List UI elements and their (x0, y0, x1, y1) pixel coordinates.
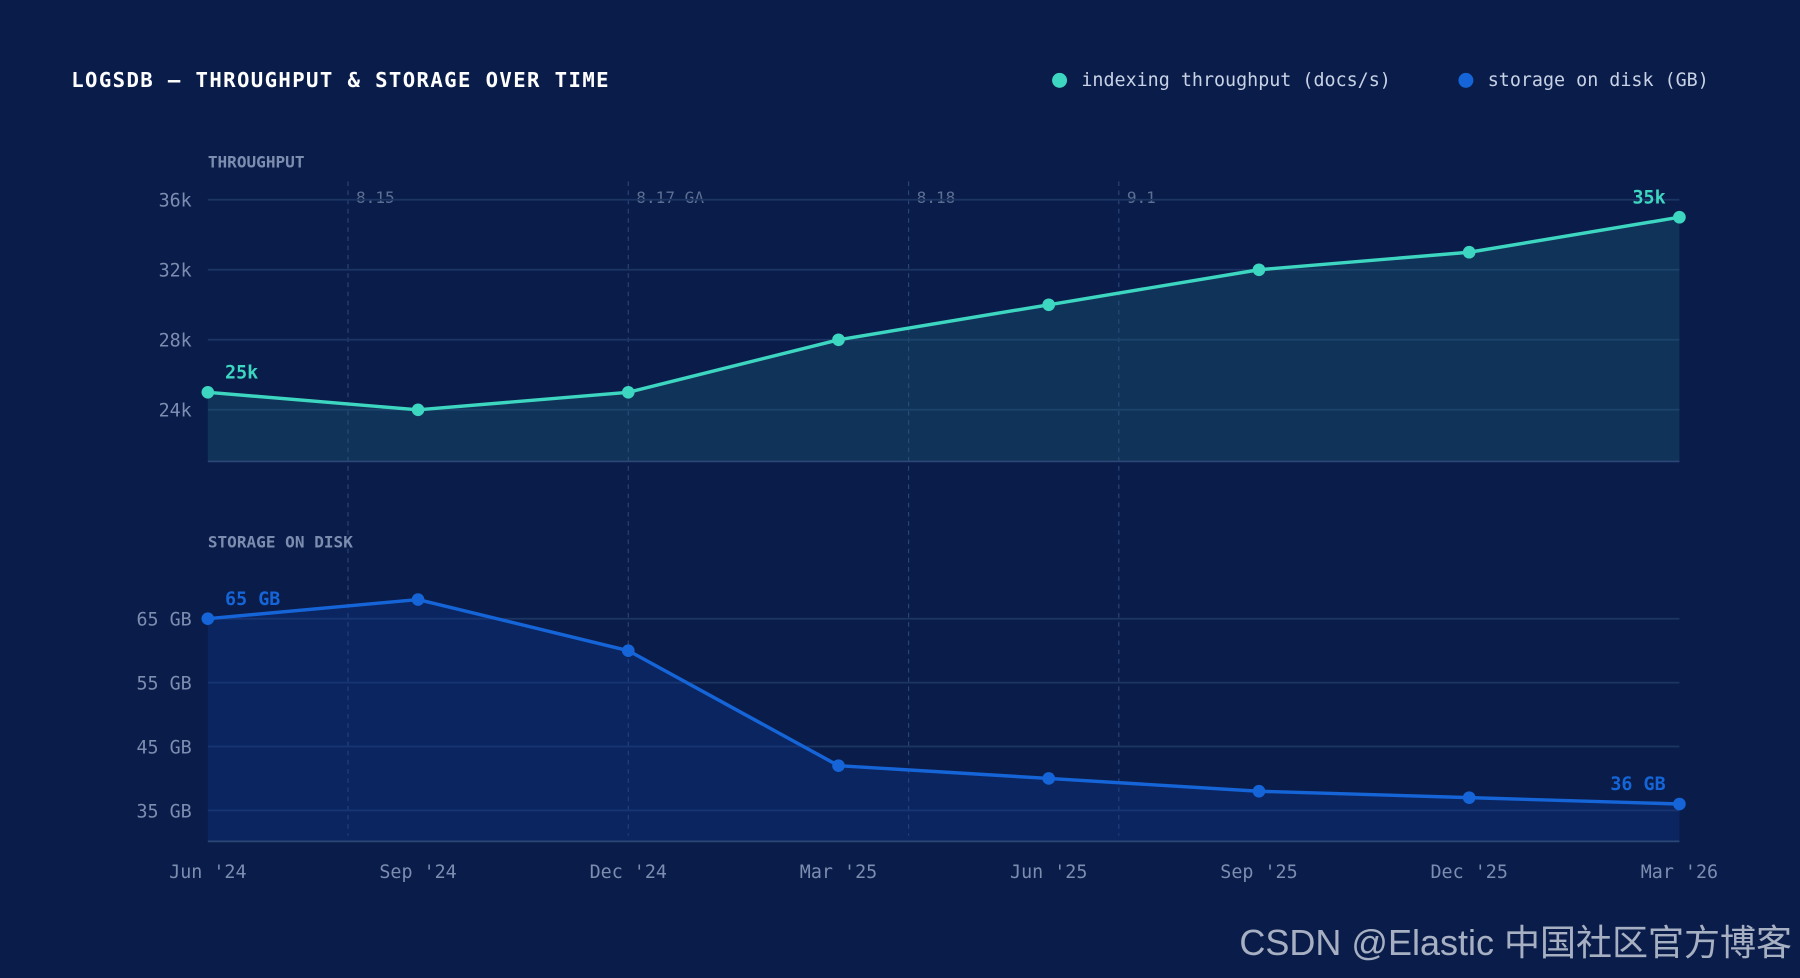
legend: indexing throughput (docs/s) storage on … (1052, 70, 1709, 91)
storage-area (207, 599, 1680, 842)
storage-point (1042, 772, 1056, 785)
watermark: CSDN @Elastic 中国社区官方博客 (1239, 922, 1792, 963)
x-tick-label: Sep '25 (1220, 862, 1297, 883)
throughput-point (1673, 210, 1686, 224)
x-tick-label: Dec '24 (590, 862, 667, 883)
chart-title: LOGSDB — THROUGHPUT & STORAGE OVER TIME (71, 68, 610, 92)
throughput-line (207, 215, 1680, 412)
storage-point (1462, 791, 1476, 804)
y-tick-label: 24k (159, 401, 192, 422)
throughput-point (832, 333, 845, 347)
y-tick-label: 28k (159, 331, 192, 352)
y-tick-label: 35 GB (136, 801, 191, 822)
throughput-point (1252, 263, 1266, 277)
x-tick-label: Mar '26 (1641, 862, 1718, 883)
y-tick-label: 55 GB (136, 673, 191, 694)
panel-label-throughput: THROUGHPUT (208, 153, 305, 172)
storage-line (207, 597, 1680, 806)
throughput-point (1042, 298, 1056, 312)
throughput-point (201, 385, 215, 399)
x-tick-label: Jun '24 (169, 862, 246, 883)
release-label: 8.15 (356, 188, 395, 207)
storage-point (832, 759, 845, 772)
y-tick-label: 65 GB (136, 610, 191, 631)
y-tick-label: 36k (159, 191, 192, 212)
y-tick-label: 45 GB (136, 737, 191, 758)
throughput-point (411, 403, 425, 417)
storage-point (621, 644, 635, 657)
throughput-point (621, 385, 635, 399)
x-tick-label: Mar '25 (800, 862, 877, 883)
throughput-area (207, 217, 1680, 462)
storage-point (1673, 797, 1686, 811)
data-label: 36 GB (1610, 774, 1665, 795)
storage-point (1252, 784, 1266, 798)
storage-point (201, 612, 215, 626)
data-label: 65 GB (225, 589, 280, 610)
x-tick-label: Jun '25 (1010, 862, 1087, 883)
y-tick-label: 32k (159, 261, 192, 282)
x-tick-label: Dec '25 (1431, 862, 1508, 883)
throughput-point (1462, 245, 1476, 259)
legend-label-storage: storage on disk (GB) (1488, 70, 1709, 91)
data-label: 25k (225, 363, 258, 384)
release-label: 8.18 (917, 188, 956, 207)
storage-point (411, 593, 425, 606)
release-label: 8.17 GA (636, 188, 704, 207)
legend-label-throughput: indexing throughput (docs/s) (1081, 70, 1391, 91)
legend-marker-throughput (1052, 72, 1068, 88)
panel-label-storage: STORAGE ON DISK (208, 533, 353, 552)
release-label: 9.1 (1127, 188, 1156, 207)
x-tick-label: Sep '24 (379, 862, 456, 883)
data-label: 35k (1632, 187, 1665, 208)
legend-marker-storage (1458, 72, 1474, 88)
